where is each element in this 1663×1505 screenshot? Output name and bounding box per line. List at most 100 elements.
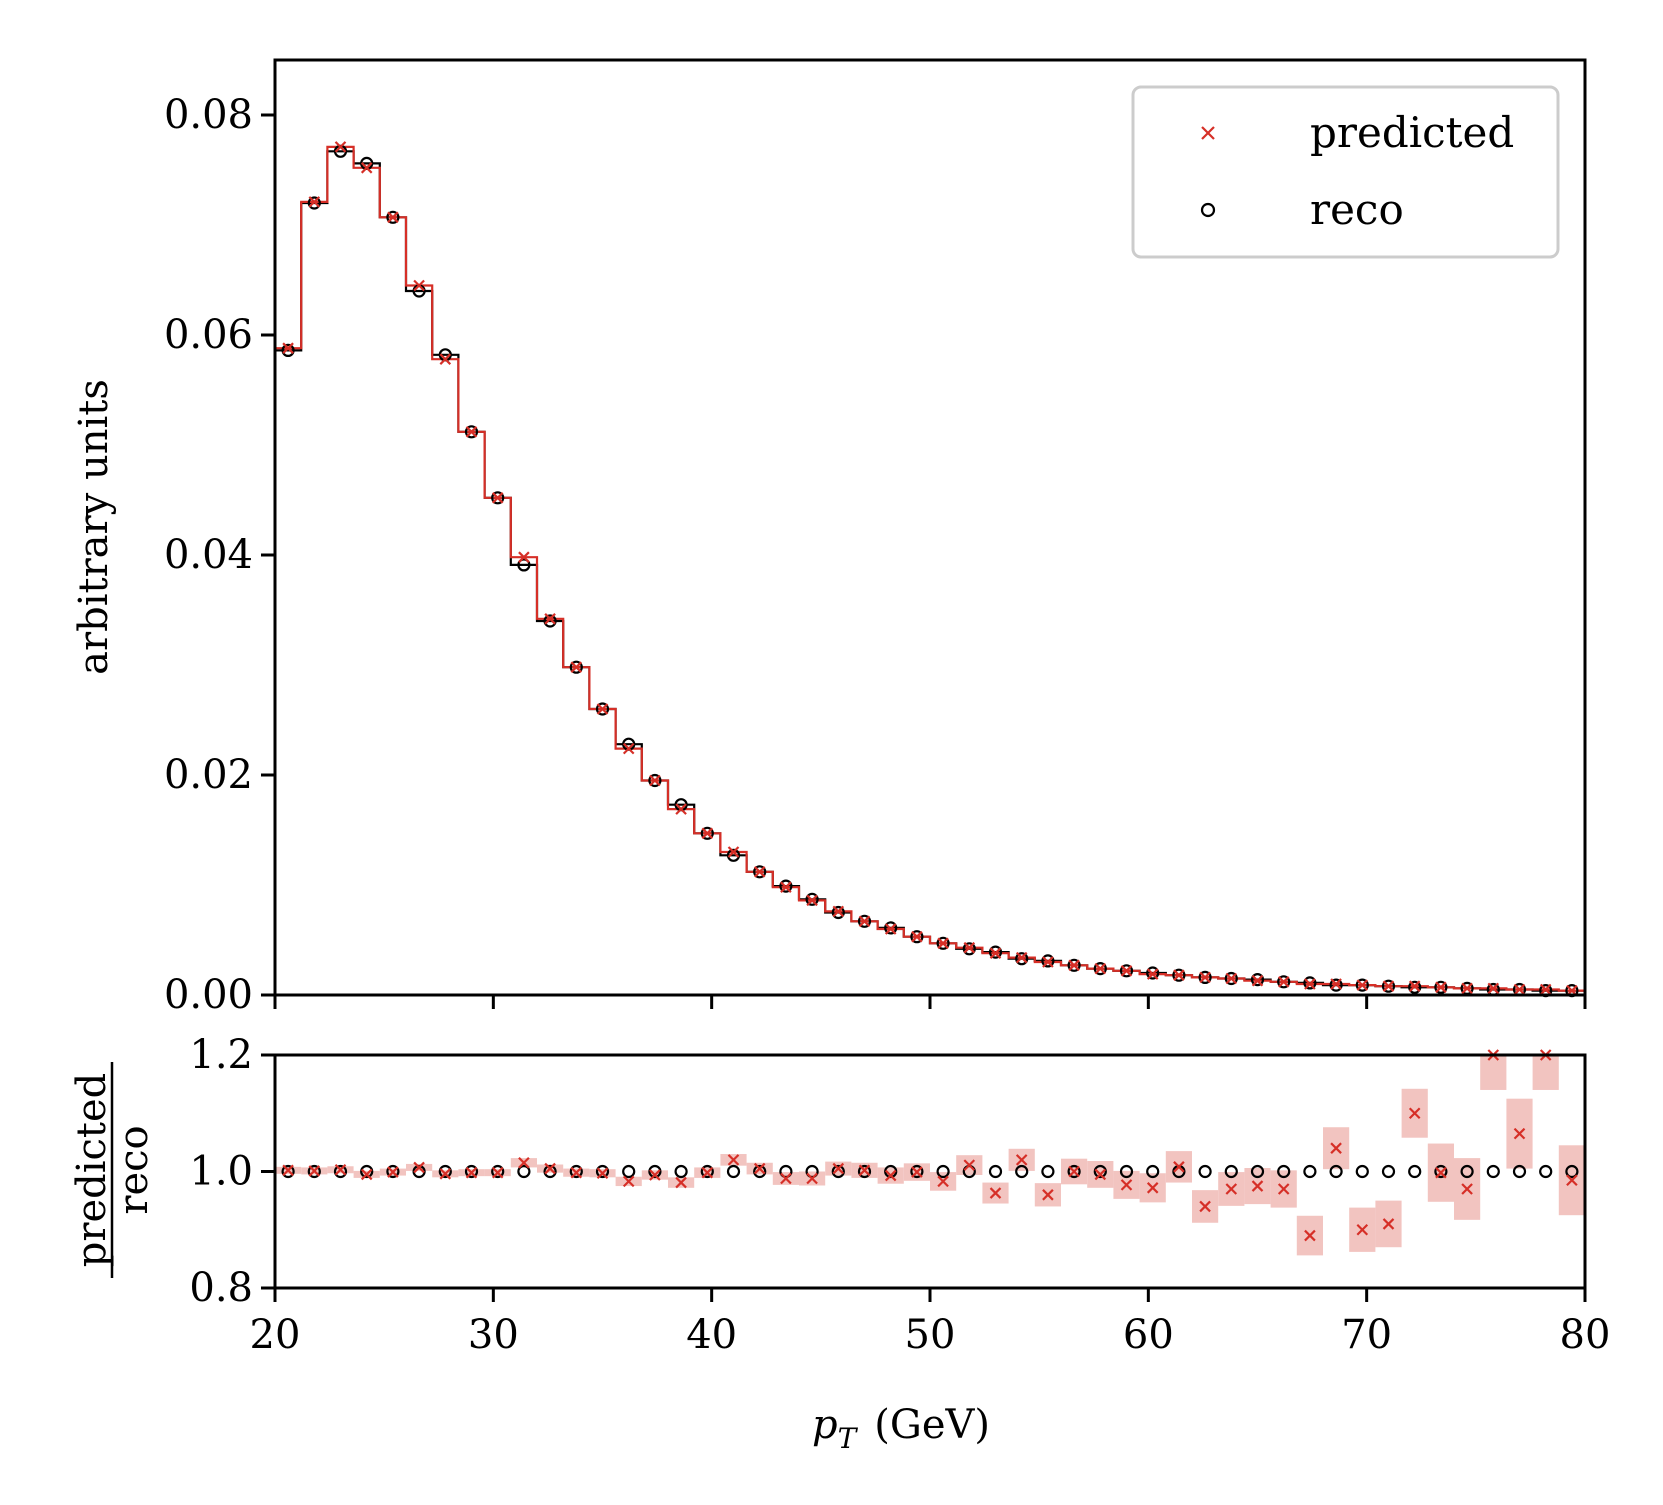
- ratio-reference-point: [622, 1164, 636, 1179]
- predicted-point-stroke: [884, 923, 897, 935]
- ratio-predicted-point-stroke: [1251, 1180, 1264, 1192]
- predicted-point: [544, 613, 556, 625]
- ratio-predicted-point-stroke: [1435, 1166, 1447, 1179]
- ratio-predicted-point-stroke: [1120, 1179, 1133, 1191]
- predicted-point: [858, 915, 871, 928]
- ratio-predicted-point-stroke: [413, 1161, 425, 1174]
- ratio-panel: 0.81.01.2 20 30 40 50 60 70 80 predicted reco …: [69, 1032, 1610, 1455]
- ratio-predicted-point: [1461, 1183, 1473, 1195]
- predicted-point: [518, 551, 530, 563]
- predicted-point: [282, 342, 294, 354]
- predicted-point: [360, 162, 373, 174]
- ratio-predicted-point-stroke: [1566, 1174, 1578, 1187]
- x-tick-label: 50: [905, 1312, 956, 1358]
- predicted-point: [1356, 979, 1369, 991]
- predicted-point: [884, 923, 897, 935]
- x-axis-label-variable: p: [812, 1402, 838, 1448]
- predicted-point-stroke: [1225, 972, 1238, 985]
- predicted-point: [649, 774, 661, 787]
- ratio-reference-point: [333, 1164, 348, 1179]
- ratio-reference-point: [517, 1164, 531, 1179]
- predicted-point: [1199, 971, 1211, 984]
- ratio-reference-point: [726, 1164, 741, 1179]
- predicted-point: [1408, 980, 1421, 992]
- predicted-point: [1539, 983, 1552, 996]
- reco-point: [1067, 958, 1081, 972]
- predicted-point-stroke: [832, 905, 845, 918]
- predicted-point-stroke: [1042, 956, 1054, 968]
- ratio-predicted-markers: [282, 1049, 1578, 1242]
- ratio-predicted-point: [963, 1159, 976, 1171]
- ratio-predicted-point-stroke: [1382, 1218, 1395, 1230]
- ratio-predicted-point: [701, 1166, 714, 1179]
- reco-point: [648, 773, 662, 788]
- x-axis-label-subscript: T: [838, 1422, 859, 1455]
- predicted-point: [1304, 978, 1316, 990]
- reco-point: [281, 343, 295, 357]
- predicted-point-stroke: [308, 196, 321, 208]
- reco-point: [1381, 979, 1396, 993]
- ratio-reference-point: [648, 1164, 662, 1179]
- ratio-reference-point: [464, 1164, 479, 1179]
- predicted-point: [1382, 980, 1395, 992]
- ratio-reference-point: [1434, 1164, 1448, 1179]
- ratio-predicted-point: [596, 1167, 609, 1180]
- reco-point: [700, 826, 714, 840]
- main-panel: 0.00 0.02 0.04 0.06 0.08 arbitrary units pre…: [71, 58, 1587, 1018]
- predicted-point: [937, 937, 949, 950]
- predicted-point-stroke: [858, 915, 871, 928]
- ratio-predicted-point: [727, 1154, 740, 1166]
- predicted-point-stroke: [780, 881, 792, 893]
- main-y-tick-label: 0.00: [164, 972, 253, 1018]
- ratio-reference-point: [831, 1164, 845, 1179]
- predicted-point: [963, 941, 976, 954]
- x-tick-label: 60: [1123, 1312, 1174, 1358]
- reco-point: [1224, 971, 1238, 986]
- predicted-point: [1513, 983, 1526, 996]
- predicted-point: [491, 492, 504, 504]
- ratio-reference-point: [1329, 1164, 1343, 1179]
- ratio-predicted-point: [465, 1166, 478, 1179]
- ratio-reference-point: [1250, 1164, 1265, 1179]
- ratio-reference-point: [674, 1164, 688, 1179]
- ratio-predicted-point-stroke: [1330, 1142, 1342, 1154]
- ratio-predicted-point: [1068, 1165, 1080, 1178]
- predicted-point-stroke: [675, 803, 687, 815]
- predicted-point-stroke: [1199, 971, 1211, 984]
- predicted-point: [570, 661, 583, 673]
- ratio-predicted-point: [1566, 1174, 1578, 1187]
- predicted-point-stroke: [622, 742, 635, 755]
- reco-point: [1041, 954, 1055, 968]
- predicted-point-stroke: [701, 827, 714, 840]
- reco-point: [962, 942, 976, 956]
- x-tick-label: 40: [686, 1312, 737, 1358]
- ratio-predicted-point-stroke: [570, 1166, 583, 1179]
- ratio-predicted-point-stroke: [1356, 1223, 1369, 1236]
- predicted-point-stroke: [806, 894, 818, 907]
- ratio-y-label-numerator: predicted: [69, 1073, 115, 1268]
- predicted-point-stroke: [1146, 968, 1159, 980]
- predicted-point: [308, 196, 321, 208]
- ratio-reference-point: [543, 1164, 557, 1179]
- ratio-predicted-point-stroke: [937, 1175, 949, 1188]
- ratio-reference-point: [1146, 1164, 1160, 1179]
- ratio-y-axis-label: predicted reco: [69, 1062, 157, 1278]
- ratio-predicted-point: [308, 1165, 321, 1177]
- ratio-predicted-point-stroke: [308, 1165, 321, 1177]
- ratio-reference-point: [1486, 1164, 1500, 1179]
- predicted-point-stroke: [570, 661, 583, 673]
- reco-point: [1172, 968, 1186, 982]
- ratio-y-tick-label: 0.8: [189, 1265, 253, 1311]
- ratio-predicted-point: [1408, 1107, 1421, 1120]
- predicted-point: [622, 742, 635, 755]
- predicted-point-stroke: [989, 947, 1002, 959]
- legend-predicted-label: predicted: [1310, 108, 1514, 157]
- ratio-predicted-point: [1094, 1168, 1107, 1181]
- reco-point: [884, 921, 898, 935]
- reco-point: [1277, 975, 1291, 989]
- ratio-predicted-point: [622, 1175, 635, 1188]
- ratio-predicted-point-stroke: [1277, 1183, 1290, 1195]
- ratio-reference-point: [281, 1164, 295, 1179]
- reco-point: [1434, 980, 1448, 994]
- ratio-predicted-point: [806, 1172, 818, 1185]
